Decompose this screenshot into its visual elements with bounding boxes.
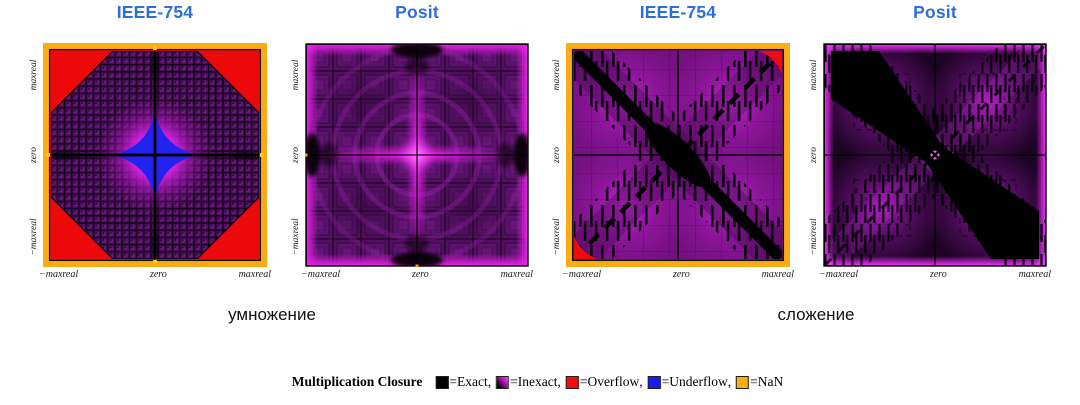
x-tick-negmaxreal: −maxreal [819, 269, 859, 280]
legend-item-exact: = Exact, [435, 374, 491, 390]
x-tick-negmaxreal: −maxreal [301, 269, 341, 280]
heatmap-mult-posit [305, 43, 529, 267]
y-tick-maxreal-p2: maxreal [291, 59, 301, 91]
equals-sign: = [449, 374, 458, 389]
operation-label-addition: сложение [777, 305, 855, 324]
panel-title-mult-ieee754: IEEE-754 [116, 2, 194, 22]
y-tick-zero-p2: zero [291, 146, 301, 164]
panel-title-add-ieee754: IEEE-754 [639, 2, 717, 22]
legend: Multiplication Closure = Exact, = Inexact,… [292, 374, 788, 390]
y-tick-negmaxreal-p2: −maxreal [291, 218, 301, 256]
exact-swatch [435, 375, 449, 389]
equals-sign: = [579, 374, 588, 389]
x-ticks-p3: −maxreal zero maxreal [562, 269, 794, 280]
legend-label-exact: Exact [457, 374, 488, 389]
legend-title: Multiplication Closure [291, 374, 423, 389]
heatmap-add-posit [823, 43, 1047, 267]
y-tick-zero-p4: zero [809, 146, 819, 164]
legend-item-underflow: = Underflow, [647, 374, 732, 390]
x-tick-maxreal: maxreal [761, 269, 794, 280]
y-tick-maxreal-p3: maxreal [552, 59, 562, 91]
y-tick-zero-p1: zero [29, 146, 39, 164]
legend-label-nan: NaN [757, 374, 784, 389]
legend-separator: , [557, 374, 561, 389]
x-tick-maxreal: maxreal [238, 269, 271, 280]
y-tick-negmaxreal-p1: −maxreal [29, 218, 39, 256]
legend-label-underflow: Underflow [669, 374, 728, 389]
x-tick-negmaxreal: −maxreal [39, 269, 79, 280]
panel-title-mult-posit: Posit [395, 2, 439, 22]
x-tick-zero: zero [411, 269, 429, 280]
equals-sign: = [750, 374, 758, 389]
legend-item-inexact: = Inexact, [496, 374, 561, 390]
legend-label-overflow: Overflow [587, 374, 640, 389]
legend-separator: , [727, 374, 732, 389]
heatmap-mult-ieee754 [43, 43, 267, 267]
nan-swatch [736, 375, 750, 389]
y-tick-zero-p3: zero [552, 146, 562, 164]
x-tick-maxreal: maxreal [1018, 269, 1051, 280]
y-tick-maxreal-p4: maxreal [809, 59, 819, 91]
x-ticks-p1: −maxreal zero maxreal [39, 269, 271, 280]
legend-separator: , [639, 374, 643, 389]
legend-label-inexact: Inexact [517, 374, 558, 389]
x-ticks-p4: −maxreal zero maxreal [819, 269, 1051, 280]
x-ticks-p2: −maxreal zero maxreal [301, 269, 533, 280]
legend-item-overflow: = Overflow, [565, 374, 643, 390]
panel-title-add-posit: Posit [913, 2, 957, 22]
equals-sign: = [510, 374, 518, 389]
underflow-swatch [647, 375, 661, 389]
y-tick-maxreal-p1: maxreal [29, 59, 39, 91]
equals-sign: = [661, 374, 670, 389]
legend-item-nan: = NaN [736, 374, 783, 390]
heatmap-add-ieee754 [566, 43, 790, 267]
x-tick-zero: zero [149, 269, 167, 280]
x-tick-zero: zero [672, 269, 690, 280]
operation-label-multiplication: умножение [228, 305, 316, 324]
y-tick-negmaxreal-p4: −maxreal [809, 218, 819, 256]
x-tick-zero: zero [929, 269, 947, 280]
inexact-swatch [496, 375, 510, 389]
overflow-swatch [565, 375, 579, 389]
x-tick-maxreal: maxreal [500, 269, 533, 280]
legend-separator: , [487, 374, 492, 389]
x-tick-negmaxreal: −maxreal [562, 269, 602, 280]
y-tick-negmaxreal-p3: −maxreal [552, 218, 562, 256]
